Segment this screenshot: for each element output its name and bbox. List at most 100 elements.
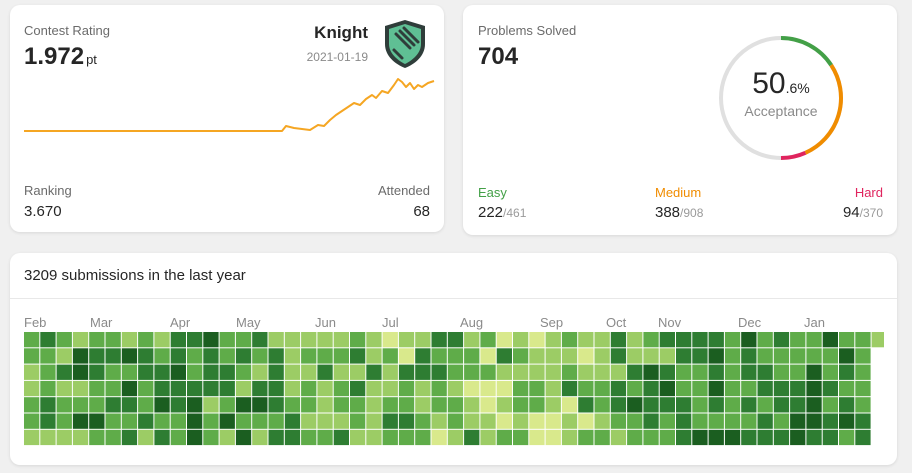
heatmap-cell[interactable] bbox=[24, 413, 40, 429]
heatmap-cell[interactable] bbox=[610, 429, 627, 446]
heatmap-cell[interactable] bbox=[545, 380, 561, 397]
heatmap-cell[interactable] bbox=[138, 429, 154, 446]
heatmap-cell[interactable] bbox=[806, 413, 822, 429]
heatmap-cell[interactable] bbox=[659, 348, 675, 364]
heatmap-cell[interactable] bbox=[235, 380, 252, 397]
heatmap-cell[interactable] bbox=[415, 348, 431, 364]
heatmap-cell[interactable] bbox=[398, 348, 415, 364]
heatmap-cell[interactable] bbox=[301, 397, 317, 413]
heatmap-cell[interactable] bbox=[464, 348, 480, 364]
heatmap-cell[interactable] bbox=[790, 364, 806, 380]
heatmap-cell[interactable] bbox=[317, 348, 333, 364]
heatmap-cell[interactable] bbox=[72, 380, 89, 397]
heatmap-cell[interactable] bbox=[398, 364, 415, 380]
heatmap-cell[interactable] bbox=[757, 397, 773, 413]
heatmap-cell[interactable] bbox=[187, 380, 203, 397]
heatmap-cell[interactable] bbox=[415, 380, 431, 397]
heatmap-cell[interactable] bbox=[496, 429, 512, 446]
heatmap-cell[interactable] bbox=[610, 364, 627, 380]
heatmap-cell[interactable] bbox=[773, 332, 790, 348]
heatmap-cell[interactable] bbox=[235, 332, 252, 348]
heatmap-cell[interactable] bbox=[284, 397, 301, 413]
heatmap-cell[interactable] bbox=[284, 332, 301, 348]
heatmap-cell[interactable] bbox=[415, 397, 431, 413]
heatmap-cell[interactable] bbox=[545, 332, 561, 348]
heatmap-cell[interactable] bbox=[627, 397, 643, 413]
heatmap-cell[interactable] bbox=[72, 413, 89, 429]
heatmap-cell[interactable] bbox=[513, 397, 529, 413]
heatmap-cell[interactable] bbox=[496, 332, 512, 348]
heatmap-cell[interactable] bbox=[431, 348, 447, 364]
heatmap-cell[interactable] bbox=[708, 380, 724, 397]
heatmap-cell[interactable] bbox=[252, 413, 268, 429]
heatmap-cell[interactable] bbox=[627, 332, 643, 348]
heatmap-cell[interactable] bbox=[415, 429, 431, 446]
heatmap-cell[interactable] bbox=[513, 332, 529, 348]
heatmap-cell[interactable] bbox=[529, 397, 545, 413]
heatmap-cell[interactable] bbox=[806, 332, 822, 348]
heatmap-cell[interactable] bbox=[480, 380, 496, 397]
heatmap-cell[interactable] bbox=[561, 332, 578, 348]
heatmap-cell[interactable] bbox=[871, 332, 884, 348]
heatmap-cell[interactable] bbox=[773, 380, 790, 397]
heatmap-cell[interactable] bbox=[545, 397, 561, 413]
heatmap-cell[interactable] bbox=[89, 348, 105, 364]
heatmap-cell[interactable] bbox=[692, 332, 708, 348]
heatmap-cell[interactable] bbox=[301, 413, 317, 429]
heatmap-cell[interactable] bbox=[447, 413, 464, 429]
heatmap-cell[interactable] bbox=[610, 397, 627, 413]
heatmap-cell[interactable] bbox=[56, 380, 72, 397]
heatmap-cell[interactable] bbox=[56, 397, 72, 413]
heatmap-cell[interactable] bbox=[676, 397, 692, 413]
heatmap-cell[interactable] bbox=[40, 364, 56, 380]
heatmap-cell[interactable] bbox=[724, 413, 741, 429]
heatmap-cell[interactable] bbox=[822, 429, 838, 446]
heatmap-cell[interactable] bbox=[529, 429, 545, 446]
heatmap-cell[interactable] bbox=[187, 348, 203, 364]
heatmap-cell[interactable] bbox=[333, 332, 349, 348]
heatmap-cell[interactable] bbox=[480, 348, 496, 364]
heatmap-cell[interactable] bbox=[464, 364, 480, 380]
heatmap-cell[interactable] bbox=[252, 332, 268, 348]
heatmap-cell[interactable] bbox=[252, 380, 268, 397]
heatmap-cell[interactable] bbox=[431, 380, 447, 397]
heatmap-cell[interactable] bbox=[839, 397, 855, 413]
heatmap-cell[interactable] bbox=[154, 380, 170, 397]
heatmap-cell[interactable] bbox=[724, 364, 741, 380]
heatmap-cell[interactable] bbox=[594, 429, 610, 446]
heatmap-cell[interactable] bbox=[480, 413, 496, 429]
heatmap-cell[interactable] bbox=[121, 364, 138, 380]
heatmap-cell[interactable] bbox=[724, 380, 741, 397]
heatmap-cell[interactable] bbox=[529, 332, 545, 348]
heatmap-cell[interactable] bbox=[496, 364, 512, 380]
heatmap-cell[interactable] bbox=[545, 429, 561, 446]
heatmap-cell[interactable] bbox=[415, 332, 431, 348]
heatmap-cell[interactable] bbox=[89, 429, 105, 446]
heatmap-cell[interactable] bbox=[643, 348, 659, 364]
heatmap-cell[interactable] bbox=[72, 397, 89, 413]
heatmap-cell[interactable] bbox=[268, 397, 284, 413]
heatmap-cell[interactable] bbox=[154, 348, 170, 364]
heatmap-cell[interactable] bbox=[708, 397, 724, 413]
heatmap-cell[interactable] bbox=[333, 380, 349, 397]
heatmap-cell[interactable] bbox=[268, 364, 284, 380]
heatmap-cell[interactable] bbox=[561, 364, 578, 380]
heatmap-cell[interactable] bbox=[659, 332, 675, 348]
heatmap-cell[interactable] bbox=[839, 348, 855, 364]
heatmap-cell[interactable] bbox=[301, 380, 317, 397]
heatmap-cell[interactable] bbox=[219, 332, 235, 348]
heatmap-cell[interactable] bbox=[415, 413, 431, 429]
heatmap-cell[interactable] bbox=[822, 380, 838, 397]
heatmap-cell[interactable] bbox=[317, 397, 333, 413]
heatmap-cell[interactable] bbox=[659, 364, 675, 380]
heatmap-cell[interactable] bbox=[773, 348, 790, 364]
heatmap-cell[interactable] bbox=[708, 332, 724, 348]
heatmap-cell[interactable] bbox=[790, 429, 806, 446]
heatmap-cell[interactable] bbox=[268, 348, 284, 364]
heatmap-cell[interactable] bbox=[333, 397, 349, 413]
heatmap-cell[interactable] bbox=[822, 332, 838, 348]
heatmap-cell[interactable] bbox=[252, 397, 268, 413]
heatmap-cell[interactable] bbox=[659, 429, 675, 446]
heatmap-cell[interactable] bbox=[317, 380, 333, 397]
heatmap-cell[interactable] bbox=[806, 348, 822, 364]
